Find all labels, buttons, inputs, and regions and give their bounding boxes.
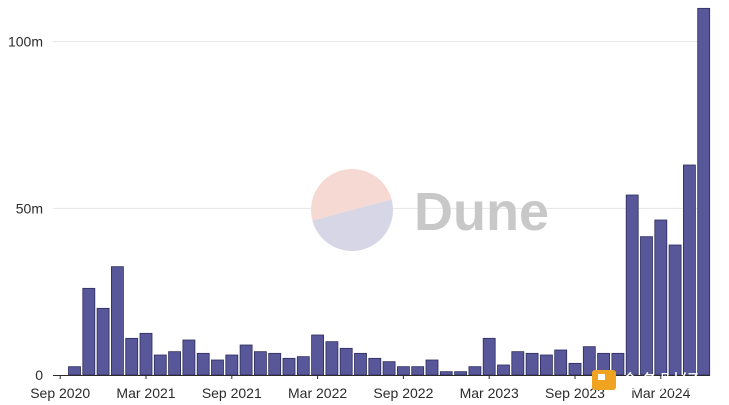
bar bbox=[354, 352, 367, 376]
pie-logo-bottom-slice bbox=[312, 199, 393, 251]
x-tick-label: Mar 2021 bbox=[116, 385, 175, 401]
bar bbox=[325, 341, 339, 376]
bar bbox=[282, 357, 296, 376]
bar bbox=[125, 337, 139, 376]
bar bbox=[68, 366, 81, 376]
dune-watermark: Dune bbox=[311, 169, 549, 251]
bar bbox=[268, 352, 282, 376]
bar bbox=[683, 164, 696, 376]
bar bbox=[168, 351, 182, 376]
bar bbox=[239, 344, 253, 376]
badge-text: 金色财经 bbox=[620, 370, 700, 394]
bar bbox=[668, 244, 682, 376]
bar bbox=[468, 366, 482, 376]
bar bbox=[439, 371, 453, 376]
bar bbox=[139, 332, 153, 376]
y-tick-label: 100m bbox=[8, 34, 43, 50]
bar bbox=[625, 194, 639, 376]
bar bbox=[111, 266, 124, 376]
bar bbox=[196, 352, 210, 376]
bar bbox=[96, 307, 110, 376]
x-tick-label: Sep 2023 bbox=[545, 385, 605, 401]
y-tick-label: 0 bbox=[35, 367, 43, 383]
bar bbox=[697, 7, 711, 376]
bar bbox=[482, 337, 496, 376]
jinse-caijing-badge: 金色财经 bbox=[592, 370, 700, 394]
x-tick-label: Sep 2021 bbox=[202, 385, 262, 401]
bar bbox=[382, 361, 396, 376]
bar bbox=[296, 356, 310, 376]
bar bbox=[411, 366, 425, 376]
x-tick-label: Mar 2024 bbox=[631, 385, 690, 401]
pie-logo-top-slice bbox=[311, 169, 392, 221]
x-tick-label: Mar 2023 bbox=[460, 385, 519, 401]
bar bbox=[211, 359, 224, 376]
bar bbox=[225, 354, 239, 376]
bar bbox=[525, 352, 539, 376]
bar bbox=[640, 236, 653, 376]
watermark-text: Dune bbox=[414, 182, 549, 242]
bar bbox=[368, 357, 382, 376]
x-tick-label: Mar 2022 bbox=[288, 385, 347, 401]
bar bbox=[425, 359, 439, 376]
bar bbox=[654, 219, 668, 376]
bar bbox=[82, 287, 96, 376]
bar bbox=[153, 354, 167, 376]
bar bbox=[497, 364, 510, 376]
bar bbox=[253, 351, 267, 376]
bar bbox=[540, 354, 553, 376]
bar bbox=[311, 334, 325, 376]
y-tick-label: 50m bbox=[16, 200, 43, 216]
bar bbox=[568, 362, 582, 376]
bar bbox=[182, 339, 196, 376]
bar bbox=[454, 371, 468, 376]
bar bbox=[396, 366, 410, 376]
x-tick-label: Sep 2020 bbox=[30, 385, 90, 401]
badge-logo-mark bbox=[598, 374, 605, 380]
bar bbox=[339, 347, 353, 376]
bar bbox=[511, 351, 525, 376]
x-tick-label: Sep 2022 bbox=[373, 385, 433, 401]
bar bbox=[554, 349, 568, 376]
